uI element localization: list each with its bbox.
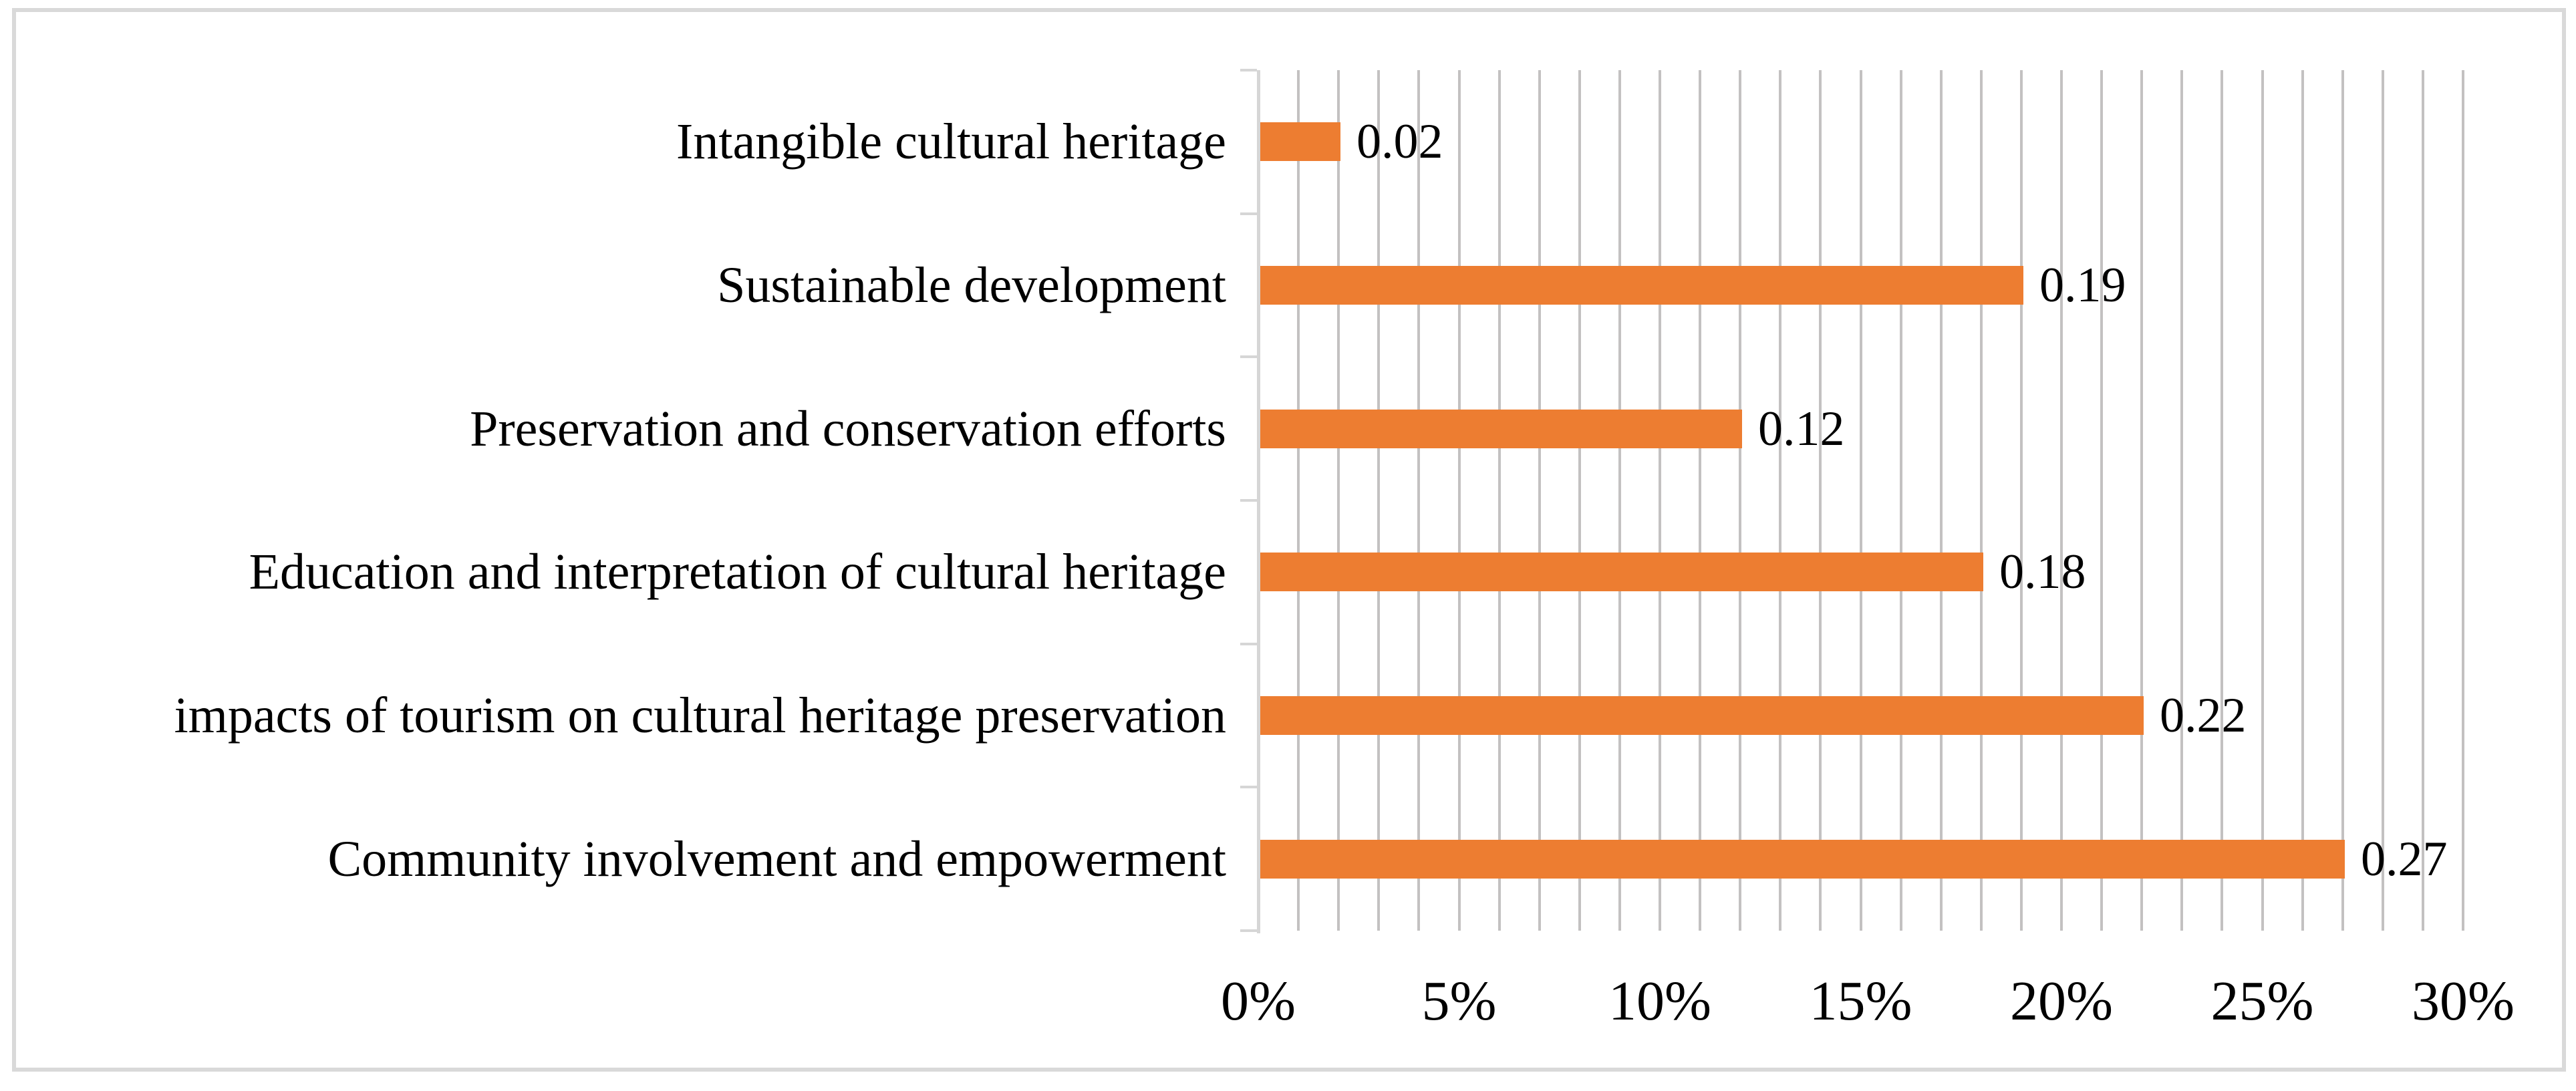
bar-value-label: 0.19 (2039, 258, 2126, 313)
category-label: Preservation and conservation efforts (470, 400, 1226, 457)
x-gridline (2221, 70, 2224, 931)
bar (1260, 696, 2144, 735)
x-gridline (1859, 70, 1862, 931)
y-axis-tick (1240, 212, 1257, 215)
y-axis-tick (1240, 355, 1257, 359)
x-axis-tick-label: 20% (2010, 970, 2113, 1032)
x-gridline (1457, 70, 1461, 931)
x-gridline (1417, 70, 1421, 931)
bar (1260, 409, 1742, 448)
bar-value-label: 0.12 (1758, 401, 1845, 456)
x-gridline (1659, 70, 1661, 931)
y-axis-tick (1240, 929, 1257, 932)
bar (1260, 839, 2345, 879)
x-gridline (1578, 70, 1581, 931)
x-gridline (1779, 70, 1782, 931)
x-gridline (2261, 70, 2264, 931)
x-gridline (2301, 70, 2304, 931)
x-axis-tick-label: 10% (1608, 970, 1711, 1032)
x-gridline (2381, 70, 2384, 931)
x-gridline (2180, 70, 2184, 931)
category-label: Sustainable development (717, 257, 1226, 313)
category-label: Education and interpretation of cultural… (249, 544, 1226, 601)
x-axis-tick-label: 15% (1809, 970, 1912, 1032)
x-axis-tick-label: 0% (1221, 970, 1296, 1032)
x-gridline (2100, 70, 2104, 931)
x-gridline (1538, 70, 1541, 931)
y-axis-tick (1240, 786, 1257, 789)
x-axis-tick-label: 25% (2210, 970, 2314, 1032)
x-gridline (1939, 70, 1943, 931)
x-gridline (2140, 70, 2144, 931)
x-gridline (1618, 70, 1621, 931)
x-gridline (2421, 70, 2424, 931)
x-gridline (1337, 70, 1340, 931)
bar (1260, 553, 1983, 592)
bar-value-label: 0.18 (1999, 544, 2086, 600)
x-axis-tick-label: 30% (2412, 970, 2515, 1032)
y-axis-tick (1240, 69, 1257, 71)
y-axis-tick (1240, 499, 1257, 502)
figure-frame (12, 8, 2566, 1072)
y-axis-tick (1240, 642, 1257, 645)
y-axis-line (1257, 70, 1260, 933)
bar (1260, 266, 2023, 305)
x-gridline (1819, 70, 1822, 931)
x-gridline (1979, 70, 1983, 931)
bar-value-label: 0.02 (1356, 114, 1443, 170)
category-label: Intangible cultural heritage (676, 114, 1226, 170)
bar (1260, 122, 1340, 162)
x-gridline (2019, 70, 2023, 931)
x-gridline (1899, 70, 1902, 931)
bar-value-label: 0.27 (2361, 831, 2448, 887)
x-axis-tick-label: 5% (1421, 970, 1497, 1032)
category-label: Community involvement and empowerment (327, 830, 1226, 887)
x-gridline (1497, 70, 1501, 931)
bar-value-label: 0.22 (2160, 688, 2247, 743)
x-gridline (2341, 70, 2344, 931)
x-gridline (1739, 70, 1742, 931)
x-gridline (1297, 70, 1300, 931)
x-gridline (1377, 70, 1381, 931)
category-label: impacts of tourism on cultural heritage … (174, 687, 1226, 744)
x-gridline (2060, 70, 2063, 931)
x-gridline (1699, 70, 1702, 931)
x-gridline (2462, 70, 2464, 931)
